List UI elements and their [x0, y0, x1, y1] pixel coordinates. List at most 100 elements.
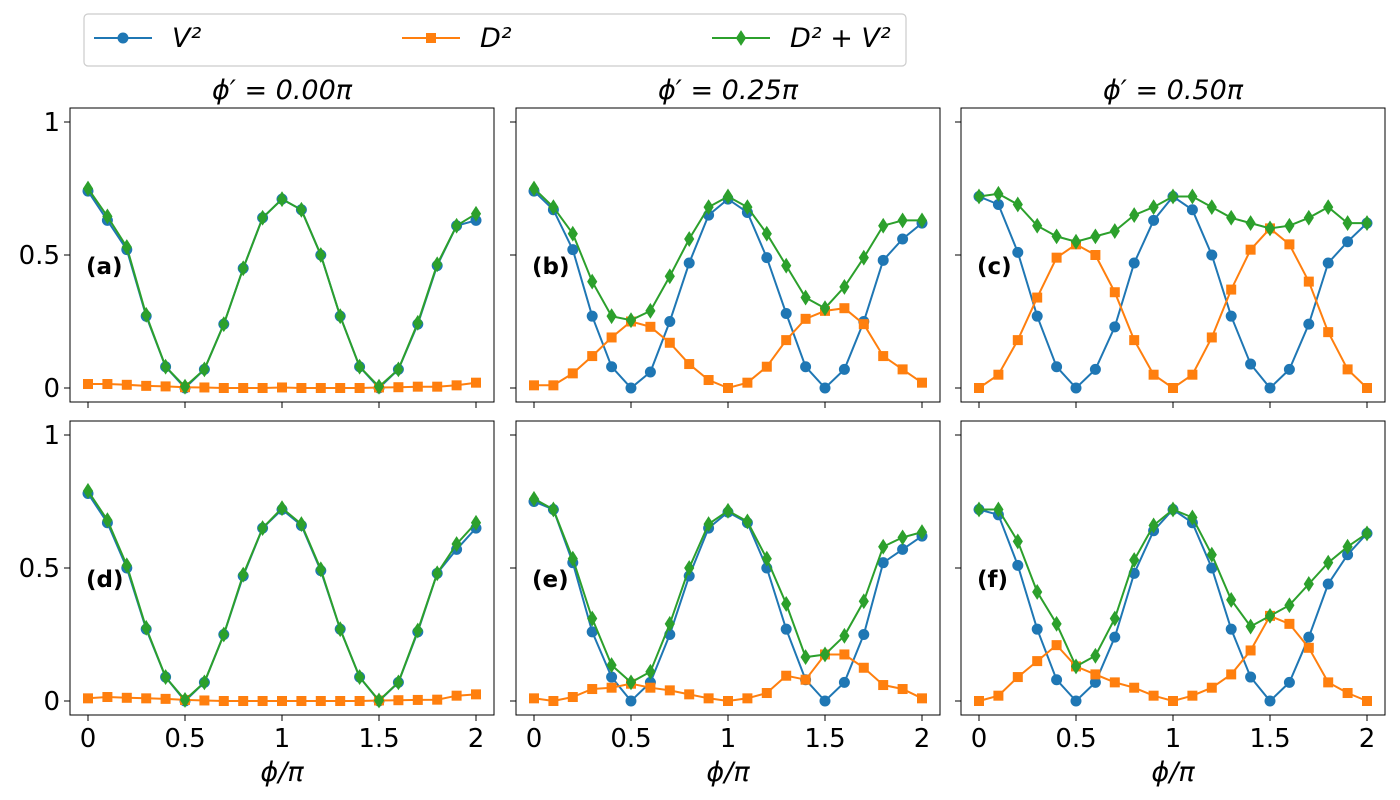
- x-tick-label: 0.5: [610, 724, 651, 754]
- data-point: [917, 377, 927, 388]
- data-point: [684, 231, 695, 247]
- data-point: [586, 310, 598, 322]
- data-point: [1051, 615, 1062, 632]
- axes-frame: [960, 107, 1386, 403]
- data-point: [1167, 188, 1179, 205]
- data-point: [1283, 676, 1295, 688]
- data-point: [645, 682, 656, 693]
- data-point: [781, 595, 792, 612]
- legend-frame: [83, 13, 907, 67]
- data-point: [277, 696, 287, 706]
- data-point: [160, 669, 171, 685]
- data-point: [645, 321, 656, 332]
- data-point: [1245, 618, 1256, 635]
- x-tick-label: 2: [1359, 724, 1376, 754]
- data-point: [625, 674, 637, 691]
- data-point: [819, 695, 831, 707]
- data-point: [800, 289, 811, 306]
- data-point: [1362, 383, 1372, 393]
- data-point: [1284, 217, 1295, 234]
- data-point: [1361, 525, 1373, 542]
- data-point: [1051, 361, 1063, 373]
- axes-frame: [515, 107, 941, 403]
- data-point: [218, 383, 229, 393]
- data-point: [393, 695, 404, 706]
- data-point: [1070, 658, 1082, 675]
- data-point: [897, 543, 909, 555]
- data-point: [1012, 335, 1023, 346]
- data-point: [218, 316, 229, 333]
- data-point: [742, 693, 753, 704]
- data-point: [354, 669, 365, 685]
- data-point: [432, 694, 443, 705]
- series-d2: [529, 649, 927, 706]
- data-point: [257, 520, 268, 537]
- data-point: [839, 649, 850, 660]
- data-point: [315, 561, 326, 578]
- data-point: [1012, 533, 1023, 550]
- data-point: [296, 696, 307, 706]
- data-point: [1109, 321, 1121, 333]
- data-point: [781, 335, 792, 346]
- data-point: [102, 692, 113, 703]
- data-point: [1187, 690, 1198, 701]
- data-point: [141, 380, 152, 391]
- data-point: [858, 249, 869, 266]
- data-point: [761, 550, 772, 567]
- data-point: [199, 674, 210, 691]
- data-point: [897, 233, 909, 245]
- data-point: [83, 693, 93, 704]
- data-point: [276, 500, 288, 517]
- data-point: [897, 364, 908, 375]
- panel-letter: (a): [86, 254, 123, 280]
- data-point: [1264, 607, 1276, 624]
- data-point: [1109, 631, 1121, 643]
- data-point: [1051, 252, 1062, 263]
- data-point: [160, 358, 171, 375]
- axes-frame: [69, 420, 495, 716]
- data-point: [1245, 215, 1256, 232]
- series-line: [87, 492, 477, 703]
- data-point: [606, 657, 617, 674]
- legend-marker-circle: [117, 32, 129, 44]
- data-point: [102, 379, 113, 390]
- data-point: [703, 516, 714, 533]
- data-point: [1129, 207, 1140, 224]
- data-point: [1186, 204, 1198, 216]
- data-point: [257, 696, 268, 706]
- data-point: [179, 378, 191, 395]
- data-point: [587, 684, 598, 695]
- data-point: [1032, 217, 1043, 234]
- data-point: [800, 361, 812, 373]
- data-point: [354, 696, 365, 706]
- data-point: [703, 693, 714, 704]
- data-point: [897, 529, 908, 546]
- series-line: [87, 490, 477, 702]
- panel-letter: (e): [532, 567, 569, 593]
- data-point: [354, 358, 365, 375]
- series-d2v2: [973, 185, 1373, 250]
- data-point: [1012, 246, 1024, 258]
- data-point: [528, 490, 540, 507]
- data-point: [664, 685, 675, 696]
- series-d2v2: [973, 501, 1373, 675]
- panel-f: 0 0.5 1 1.5 2 ϕ/π (f): [955, 420, 1386, 788]
- data-point: [83, 379, 93, 390]
- series-d2v2: [528, 180, 928, 329]
- data-point: [645, 663, 656, 680]
- data-point: [1342, 215, 1353, 232]
- data-point: [548, 199, 559, 216]
- x-axis-label: ϕ/π: [260, 757, 304, 788]
- data-point: [1090, 250, 1101, 260]
- panel-title: ϕ′ = 0.00π: [212, 75, 353, 106]
- data-point: [1323, 327, 1334, 338]
- data-point: [973, 501, 985, 518]
- data-point: [645, 302, 656, 319]
- data-point: [625, 382, 637, 394]
- x-tick-label: 2: [914, 724, 931, 754]
- data-point: [1148, 214, 1160, 226]
- data-point: [121, 692, 132, 703]
- data-point: [1031, 310, 1043, 322]
- x-tick-label: 1.5: [1249, 724, 1290, 754]
